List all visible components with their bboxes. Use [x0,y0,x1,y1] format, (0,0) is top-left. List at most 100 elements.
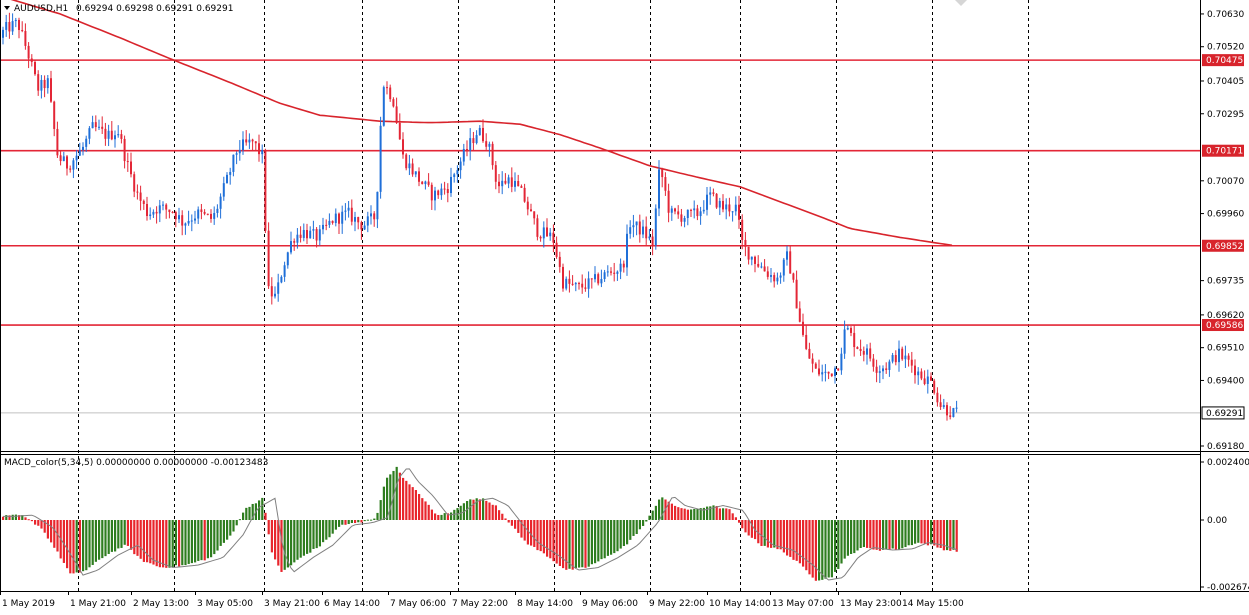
macd-bar [34,520,37,525]
macd-bar [939,520,942,548]
candle-body [926,376,929,384]
candle-body [290,241,292,253]
candle-body [667,190,670,213]
candle-body [66,156,68,169]
candle-body [72,160,75,170]
macd-bar [862,520,865,548]
candle-body [952,408,955,418]
macd-bar [414,490,417,520]
candle-body [728,204,731,212]
candle-body [62,156,65,162]
one-click-trading-icon[interactable] [955,0,967,6]
macd-bar [114,520,117,552]
macd-bar [901,520,904,549]
macd-bar [526,520,529,545]
candle-body [514,180,516,187]
candle-body [690,209,692,211]
macd-bar [843,520,846,559]
candle-body [306,229,308,239]
horizontal-levels[interactable] [0,59,1200,414]
macd-bar [21,515,24,520]
candle-body [552,232,555,243]
candle-body [110,130,113,140]
macd-bar [101,520,104,559]
candle-body [549,232,552,237]
candle-body [456,170,459,175]
candle-body [597,274,600,284]
macd-bar [104,520,107,557]
candle-body [382,87,385,126]
macd-bar [75,520,78,573]
candle-body [706,194,708,210]
candle-body [834,368,836,376]
macd-bar [360,520,363,523]
candlesticks [2,12,958,421]
candle-body [616,271,619,274]
candle-body [251,139,254,142]
macd-bar [946,520,949,551]
macd-bar [216,520,219,551]
macd-bar [757,520,760,544]
candle-body [94,122,97,128]
macd-bar [750,520,753,538]
macd-bar [741,520,744,529]
candle-body [11,21,14,32]
candle-body [898,348,900,363]
macd-bar [776,520,779,550]
candle-body [664,177,667,191]
level-tags: 0.70475 0.70171 0.69852 0.69586 0.69291 [1201,54,1245,420]
candle-body [421,181,424,185]
triangle-down-icon[interactable] [4,6,10,10]
candle-body [482,127,484,142]
price-tick-label: 0.70295 [1207,110,1244,120]
candle-body [123,138,126,162]
time-tick-label: 13 May 23:00 [840,599,902,609]
macd-bar [699,508,702,520]
candle-body [168,209,171,213]
candle-body [245,139,248,143]
candle-body [811,358,814,364]
candle-body [139,192,142,201]
macd-bar [130,520,133,550]
candle-body [446,189,449,194]
candle-body [219,196,222,209]
candle-body [930,376,932,381]
candle-body [226,174,228,184]
candle-body [683,218,686,222]
candle-body [526,201,529,210]
macd-bar [405,480,408,520]
macd-bar [840,520,843,564]
macd-bar [744,520,747,533]
macd-bar [270,520,273,553]
macd-bar [654,505,657,520]
level-price-label: 0.69586 [1206,321,1243,331]
candle-body [888,361,891,370]
candle-body [846,327,849,330]
macd-bar [779,520,782,550]
macd-bar [693,508,696,520]
macd-bar [37,520,40,526]
macd-bar [235,520,238,526]
candle-body [408,163,411,169]
macd-bar [261,497,264,520]
candle-body [184,223,187,226]
candle-body [462,148,465,162]
macd-bar [171,520,174,568]
candle-body [494,165,497,182]
candle-body [126,161,129,163]
candle-body [574,283,577,285]
macd-bar [638,520,641,530]
candle-body [398,122,401,140]
macd-bar [94,520,97,562]
candle-body [392,99,395,107]
macd-bar [245,507,248,520]
macd-bar [955,520,958,552]
macd-bar [43,520,46,533]
macd-bar [888,520,891,550]
macd-bar [40,520,43,529]
macd-bar [808,520,811,575]
candle-body [782,259,785,276]
macd-bar [549,520,552,559]
